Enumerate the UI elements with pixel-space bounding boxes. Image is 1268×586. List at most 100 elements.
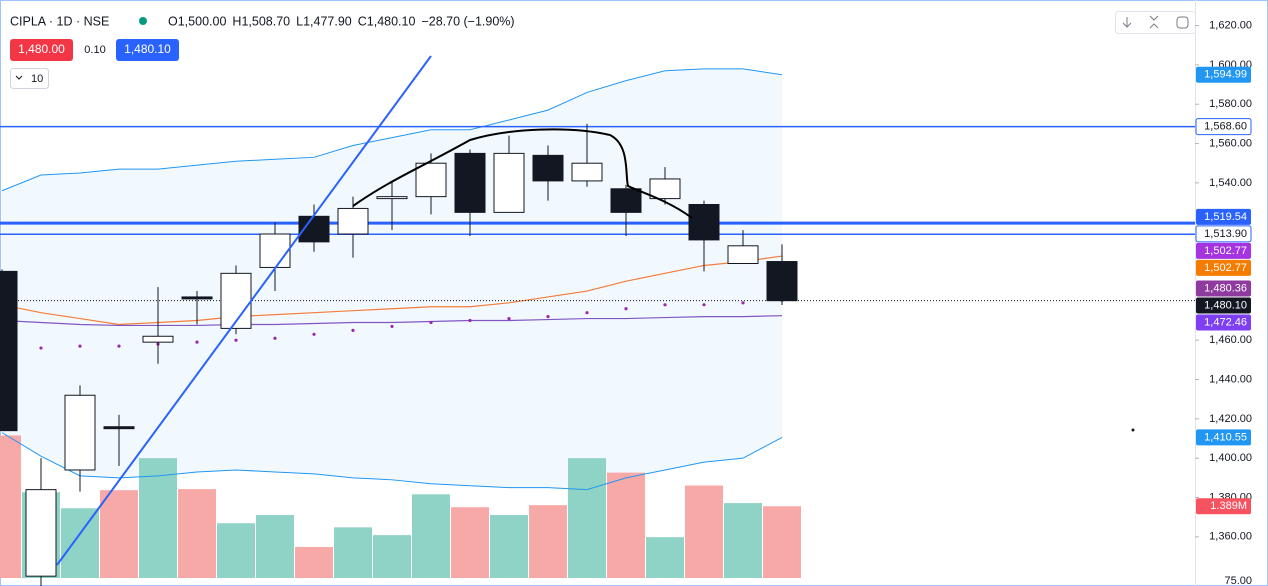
ohlc-letter: C: [358, 14, 367, 28]
band-upper: [1, 68, 783, 192]
candle-body: [142, 335, 174, 343]
volume-bar: [334, 527, 372, 578]
change: −28.70 (−1.90%): [421, 14, 514, 28]
chevron: [15, 75, 23, 80]
candle-body: [571, 162, 603, 182]
y-tick-label: 1,400.00: [1209, 452, 1252, 464]
candle-body: [181, 296, 213, 300]
volume-bar: [607, 472, 645, 578]
indicator-dot: [273, 336, 277, 340]
volume-bar: [685, 485, 723, 578]
price-label: 1,472.46: [1204, 316, 1247, 328]
ohlc-value: 1,508.70: [241, 14, 290, 28]
bid-box: [10, 39, 73, 61]
price-label: 1,568.60: [1204, 121, 1247, 133]
volume-bar: [451, 507, 489, 578]
status-dot: [139, 17, 147, 25]
plot-area: [0, 68, 1195, 586]
indicator-dot: [117, 344, 121, 348]
indicator-dot: [429, 320, 433, 325]
y-tick-label: 1,360.00: [1209, 531, 1252, 543]
volume-bar: [763, 506, 801, 578]
ohlc-letter: O: [168, 14, 178, 28]
volume-bar: [412, 494, 450, 578]
indicator-dot: [195, 340, 199, 344]
candle-body: [337, 207, 369, 235]
candle-body: [610, 188, 642, 213]
ohlc-value: 1,500.00: [178, 14, 227, 28]
volume-bar: [100, 490, 138, 578]
interval-toggle[interactable]: 10: [10, 68, 49, 89]
ask: 1,480.10: [124, 42, 171, 56]
ohlc-value: 1,480.10: [367, 14, 416, 28]
indicator-dot: [507, 316, 511, 321]
price-label-box: [1195, 118, 1252, 136]
price-label: 1,410.55: [1204, 431, 1247, 443]
candle-body: [766, 261, 798, 302]
indicator-dot: [312, 332, 316, 336]
collapse-button[interactable]: [1149, 15, 1159, 29]
y-tick-label: 1,440.00: [1209, 373, 1252, 385]
candle-body: [0, 270, 18, 432]
indicator-dot: [741, 301, 745, 305]
y-tick-label: 1,560.00: [1209, 137, 1252, 149]
price-label-box: [1195, 225, 1252, 243]
price-label: 1,480.36: [1204, 282, 1247, 294]
indicator-dot: [624, 307, 628, 311]
price-label-box: [1196, 66, 1251, 83]
candle-body: [688, 204, 720, 241]
ema-line: [1, 255, 783, 326]
indicator-dot: [351, 328, 355, 332]
candle-body: [454, 152, 486, 213]
y-tick-label: 1,460.00: [1209, 334, 1252, 346]
spread: 0.10: [84, 44, 105, 56]
volume-bar: [139, 458, 177, 578]
interval-badge: 10: [31, 73, 43, 85]
candle-body: [259, 233, 291, 268]
volume-bar: [217, 523, 255, 578]
indicator-dot: [663, 303, 667, 307]
candle-body: [415, 162, 447, 198]
volume-bar: [178, 489, 216, 578]
ohlc-letter: H: [232, 14, 241, 28]
indicator-dot: [78, 344, 82, 348]
toolbar: [1115, 11, 1196, 34]
bid: 1,480.00: [18, 42, 65, 56]
candle-body: [25, 489, 57, 577]
price-label: 1,594.99: [1204, 69, 1247, 81]
price-label-box: [1196, 297, 1251, 314]
volume-bar: [0, 435, 21, 578]
candle-body: [727, 245, 759, 265]
toggle-box[interactable]: [10, 68, 49, 89]
y-tick-label: 1,540.00: [1209, 177, 1252, 189]
restore-button[interactable]: [1176, 16, 1189, 29]
price-label-box: [1196, 429, 1251, 446]
quote: 1,480.00 0.10 1,480.10: [10, 39, 179, 61]
volume-bar: [724, 503, 762, 578]
ask-box: [116, 39, 179, 61]
price-label-box: [1196, 208, 1251, 225]
price-label-box: [1196, 498, 1251, 515]
ohlc-letter: L: [296, 14, 303, 28]
indicator-dot: [39, 346, 43, 350]
symbol: CIPLA · 1D · NSE: [10, 14, 109, 28]
indicator-dot: [546, 314, 550, 319]
marker-dot: [1131, 428, 1135, 432]
price-label: 1,519.54: [1204, 211, 1247, 223]
volume-bar: [490, 514, 528, 578]
price-label: 1,513.90: [1204, 228, 1247, 240]
price-label: 1,502.77: [1204, 262, 1247, 274]
down-button[interactable]: [1122, 17, 1132, 28]
candle-body: [376, 196, 408, 200]
lower-pane-tick: 75.00: [1224, 575, 1252, 586]
band-lower: [1, 432, 783, 491]
price-label: 1,502.77: [1204, 245, 1247, 257]
candle-body: [532, 154, 564, 182]
volume-bar: [646, 537, 684, 578]
indicator-dot: [234, 338, 238, 342]
y-tick-label: 1,620.00: [1209, 19, 1252, 31]
price-label: 1.389M: [1210, 500, 1247, 512]
price-label-box: [1196, 314, 1251, 331]
indicator-dot: [585, 311, 589, 315]
